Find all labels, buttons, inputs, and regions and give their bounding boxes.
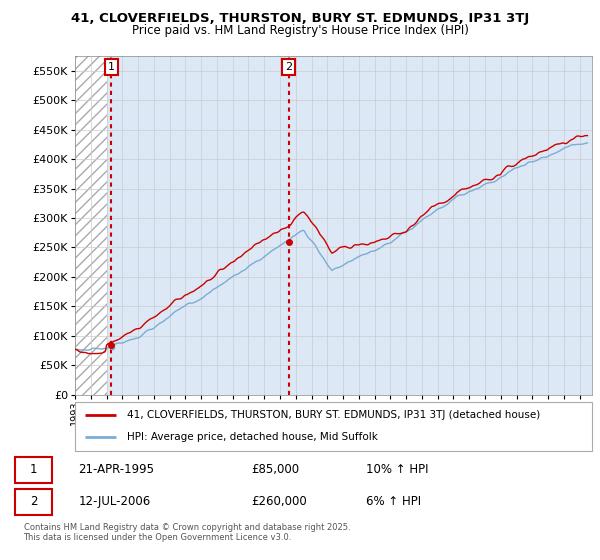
Text: 2: 2 xyxy=(285,62,292,72)
Text: HPI: Average price, detached house, Mid Suffolk: HPI: Average price, detached house, Mid … xyxy=(127,432,377,442)
Text: 6% ↑ HPI: 6% ↑ HPI xyxy=(366,495,421,508)
Text: £85,000: £85,000 xyxy=(251,463,299,476)
Text: 41, CLOVERFIELDS, THURSTON, BURY ST. EDMUNDS, IP31 3TJ: 41, CLOVERFIELDS, THURSTON, BURY ST. EDM… xyxy=(71,12,529,25)
FancyBboxPatch shape xyxy=(15,457,52,483)
Text: 10% ↑ HPI: 10% ↑ HPI xyxy=(366,463,429,476)
FancyBboxPatch shape xyxy=(15,489,52,515)
Text: 21-APR-1995: 21-APR-1995 xyxy=(78,463,154,476)
Text: 2: 2 xyxy=(30,495,38,508)
Text: 1: 1 xyxy=(108,62,115,72)
Text: Contains HM Land Registry data © Crown copyright and database right 2025.
This d: Contains HM Land Registry data © Crown c… xyxy=(23,523,350,542)
Text: 12-JUL-2006: 12-JUL-2006 xyxy=(78,495,151,508)
Text: 41, CLOVERFIELDS, THURSTON, BURY ST. EDMUNDS, IP31 3TJ (detached house): 41, CLOVERFIELDS, THURSTON, BURY ST. EDM… xyxy=(127,410,540,421)
Text: Price paid vs. HM Land Registry's House Price Index (HPI): Price paid vs. HM Land Registry's House … xyxy=(131,24,469,36)
Text: 1: 1 xyxy=(30,463,38,476)
Bar xyxy=(75,56,107,395)
Text: £260,000: £260,000 xyxy=(251,495,307,508)
FancyBboxPatch shape xyxy=(75,402,592,451)
